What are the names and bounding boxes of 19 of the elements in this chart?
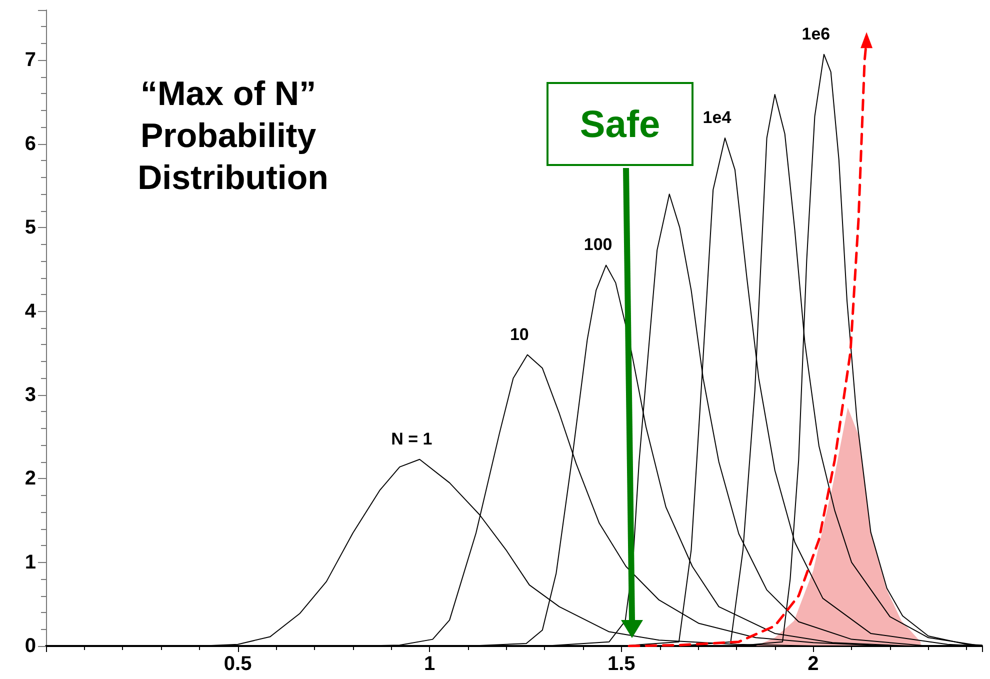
y-tick-label: 4 — [24, 300, 37, 322]
y-tick-label: 3 — [24, 384, 36, 406]
series-label: 100 — [584, 235, 612, 254]
series-label: 10 — [510, 324, 529, 344]
y-tick-label: 5 — [24, 216, 36, 239]
x-tick-label: 1 — [424, 653, 436, 675]
y-tick-label: 6 — [24, 132, 36, 155]
annotation: Safe — [580, 104, 660, 146]
y-tick-label: 0 — [24, 635, 36, 657]
series-label: 1e4 — [702, 108, 732, 128]
y-tick-label: 1 — [24, 551, 36, 574]
y-tick-label: 7 — [24, 49, 36, 72]
series-label: N = 1 — [391, 429, 432, 448]
x-tick-label: 0.5 — [224, 653, 252, 675]
x-tick-label: 1.5 — [608, 653, 636, 675]
series-label: 1e6 — [802, 24, 830, 44]
text: “Max of N” Probability Distribution — [138, 75, 328, 197]
y-tick-label: 2 — [24, 468, 36, 490]
x-tick-label: 2 — [808, 653, 819, 675]
